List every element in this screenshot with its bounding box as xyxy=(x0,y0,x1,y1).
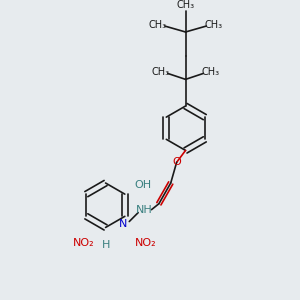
Text: N: N xyxy=(119,220,128,230)
Text: CH₃: CH₃ xyxy=(148,20,166,30)
Text: NO₂: NO₂ xyxy=(73,238,94,248)
Text: NO₂: NO₂ xyxy=(135,238,156,248)
Text: O: O xyxy=(172,157,181,167)
Text: CH₃: CH₃ xyxy=(176,0,195,10)
Text: CH₃: CH₃ xyxy=(202,67,220,77)
Text: CH₃: CH₃ xyxy=(151,67,169,77)
Text: OH: OH xyxy=(134,180,151,190)
Text: CH₃: CH₃ xyxy=(205,20,223,30)
Text: NH: NH xyxy=(136,205,152,215)
Text: H: H xyxy=(101,240,110,250)
